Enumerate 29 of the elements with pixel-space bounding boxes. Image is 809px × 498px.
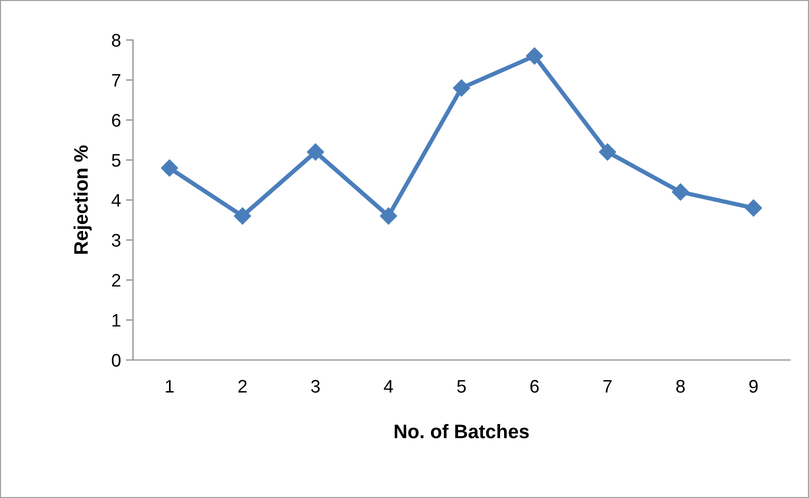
y-tick-label: 1 (112, 314, 120, 327)
y-tick-label: 6 (112, 114, 120, 127)
point (744, 199, 762, 217)
y-tick-label: 5 (112, 154, 120, 167)
y-tick-label: 0 (112, 354, 120, 367)
x-tick-label: 2 (238, 380, 247, 393)
point (380, 207, 398, 225)
x-tick-label: 1 (166, 380, 174, 393)
point (598, 143, 616, 161)
y-axis-title: Rejection % (74, 145, 92, 254)
x-tick-label: 7 (603, 380, 612, 393)
point (306, 143, 324, 161)
point (160, 159, 178, 177)
x-axis-title: No. of Batches (394, 424, 529, 438)
x-tick-label: 3 (311, 380, 320, 393)
y-tick-label: 8 (112, 34, 120, 47)
y-tick-label: 2 (112, 274, 120, 287)
x-tick-label: 5 (457, 380, 466, 393)
point (452, 79, 470, 97)
point (234, 207, 252, 225)
x-tick-label: 6 (530, 380, 539, 393)
y-tick-label: 7 (112, 74, 120, 87)
point (526, 47, 544, 65)
x-tick-label: 9 (749, 380, 758, 393)
x-tick-label: 8 (676, 380, 685, 393)
y-tick-label: 4 (112, 194, 121, 207)
point (672, 183, 690, 201)
x-tick-label: 4 (384, 380, 393, 393)
y-tick-label: 3 (112, 234, 120, 247)
